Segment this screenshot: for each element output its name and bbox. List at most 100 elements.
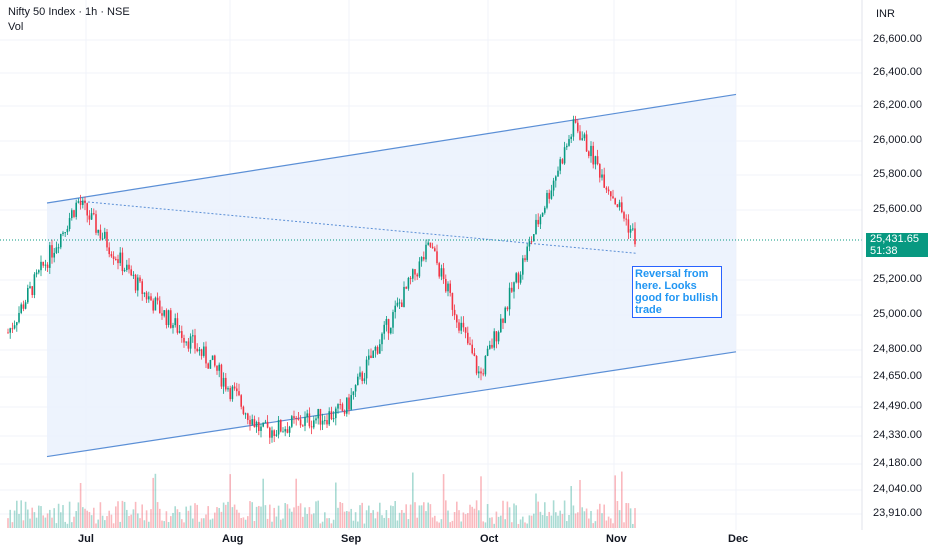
candle-body [537, 219, 539, 225]
volume-bar [500, 515, 502, 528]
volume-bar [383, 517, 385, 528]
price-tick-label: 23,910.00 [873, 507, 922, 519]
volume-bar [376, 511, 379, 528]
volume-bar [40, 506, 42, 528]
volume-bar [572, 505, 575, 528]
volume-bar [20, 500, 22, 528]
volume-bar [621, 471, 623, 528]
volume-bar [233, 504, 236, 528]
volume-bar [348, 511, 350, 528]
candle-body [594, 156, 597, 165]
volume-bar [57, 503, 60, 528]
volume-bar [154, 473, 157, 528]
volume-bar [88, 511, 91, 528]
volume-bar [445, 500, 447, 528]
volume-bar [566, 521, 568, 528]
volume-indicator-label[interactable]: Vol [8, 21, 24, 33]
price-tick-label: 26,400.00 [873, 66, 922, 78]
currency-label[interactable]: INR [876, 8, 895, 20]
volume-bar [225, 504, 227, 528]
candle-body [306, 413, 308, 417]
volume-bar [365, 510, 368, 528]
volume-bar [517, 523, 520, 528]
volume-bar [242, 517, 245, 528]
volume-bar [266, 518, 269, 528]
volume-bar [467, 513, 469, 528]
volume-bar [53, 508, 55, 528]
volume-bar [152, 477, 154, 528]
volume-bar [200, 518, 203, 528]
volume-bar [326, 518, 328, 528]
volume-bar [49, 509, 51, 528]
candle-body [350, 395, 352, 410]
channel-lower-line [46, 351, 737, 458]
volume-bar [33, 512, 36, 528]
candle-body [634, 228, 636, 245]
candle-body [7, 332, 9, 334]
volume-bar [330, 523, 333, 528]
candle-body [418, 261, 421, 277]
candle-body [244, 413, 247, 415]
candle-body [121, 252, 124, 272]
volume-bar [632, 523, 634, 528]
volume-bar [181, 519, 183, 528]
volume-bar [321, 521, 324, 528]
volume-bar [434, 515, 436, 528]
candle-body [286, 429, 289, 433]
candle-body [71, 210, 73, 219]
candle-body [247, 413, 249, 420]
volume-bar [513, 503, 515, 528]
annotation-note[interactable]: Reversal from here. Looks good for bulli… [632, 266, 722, 318]
candle-body [337, 404, 339, 409]
candle-body [95, 214, 97, 233]
volume-bar [363, 523, 366, 528]
candle-body [154, 297, 157, 311]
candle-body [302, 425, 304, 427]
volume-bar [156, 502, 159, 528]
price-tick-label: 25,800.00 [873, 168, 922, 180]
symbol-title[interactable]: Nifty 50 Index · 1h · NSE [8, 6, 130, 18]
candle-body [601, 174, 603, 178]
candle-body [392, 312, 394, 328]
volume-bar [24, 501, 27, 528]
volume-bar [447, 510, 449, 528]
candle-body [486, 348, 489, 356]
candle-body [90, 213, 93, 220]
volume-bar [185, 506, 187, 528]
candle-body [440, 268, 443, 277]
candle-body [451, 292, 454, 310]
candle-body [458, 322, 460, 331]
candle-body [484, 355, 487, 375]
volume-bar [163, 521, 165, 528]
price-tick-label: 26,200.00 [873, 99, 922, 111]
volume-bar [491, 517, 493, 528]
volume-bar [504, 519, 506, 528]
candle-body [84, 200, 86, 204]
candle-body [198, 349, 201, 352]
candle-body [341, 404, 344, 411]
candle-body [115, 258, 117, 260]
candle-body [462, 322, 465, 328]
volume-bar [66, 523, 69, 528]
volume-bar [423, 502, 425, 528]
candle-body [429, 242, 432, 247]
candle-body [579, 131, 581, 140]
volume-bar [610, 518, 612, 528]
candle-body [475, 356, 478, 374]
candle-body [513, 282, 515, 292]
volume-bar [425, 511, 427, 528]
volume-bar [84, 508, 86, 528]
volume-bar [227, 501, 229, 528]
candle-body [238, 391, 240, 396]
candle-body [313, 420, 315, 428]
volume-bar [535, 493, 537, 528]
volume-bar [379, 502, 381, 528]
candle-body [599, 164, 601, 178]
volume-bar [260, 506, 262, 528]
volume-bar [495, 511, 498, 528]
candle-body [112, 256, 115, 259]
volume-bar [174, 506, 176, 528]
volume-bar [511, 522, 513, 528]
candle-body [524, 258, 526, 261]
